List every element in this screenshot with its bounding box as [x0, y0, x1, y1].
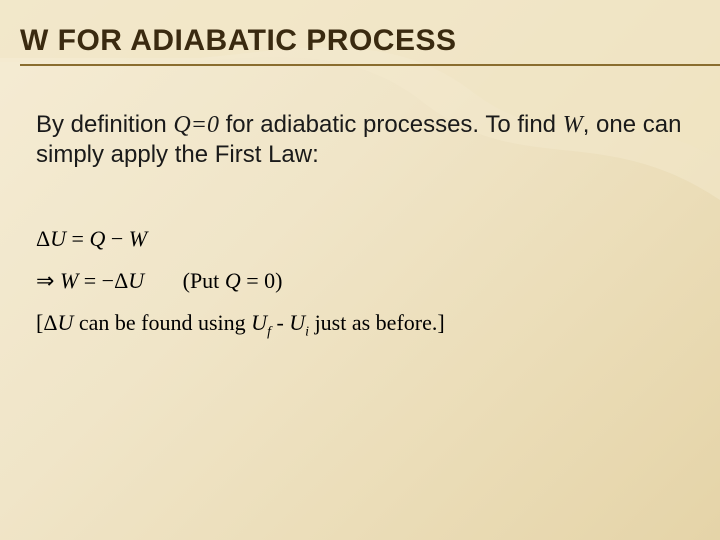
slide-title: W FOR ADIABATIC PROCESS: [20, 24, 720, 64]
equation-block: ΔU = Q − W ⇒ W = −ΔU (Put Q = 0) [ΔU can…: [36, 218, 684, 346]
eq3-close: just as before.]: [309, 310, 445, 335]
eq1-w: W: [129, 226, 147, 251]
para-text-1: By definition: [36, 111, 173, 138]
eq1-eq: =: [66, 226, 89, 251]
eq1-delta: Δ: [36, 226, 50, 251]
eq3-open: [Δ: [36, 310, 57, 335]
eq3-uf: U: [251, 310, 267, 335]
eq1-q: Q: [89, 226, 105, 251]
eq3-u1: U: [57, 310, 73, 335]
intro-paragraph: By definition Q=0 for adiabatic processe…: [36, 110, 684, 170]
equation-line-1: ΔU = Q − W: [36, 218, 684, 260]
title-container: W FOR ADIABATIC PROCESS: [20, 24, 720, 64]
eq2-u: U: [128, 268, 144, 293]
slide: W FOR ADIABATIC PROCESS By definition Q=…: [0, 0, 720, 540]
equation-line-3: [ΔU can be found using Uf - Ui just as b…: [36, 302, 684, 346]
para-q: Q=0: [173, 112, 219, 138]
para-w: W: [563, 112, 583, 138]
eq2-implies: ⇒: [36, 268, 60, 293]
equation-line-2: ⇒ W = −ΔU (Put Q = 0): [36, 260, 684, 302]
para-text-2: for adiabatic processes. To find: [219, 111, 563, 138]
eq2-q: Q: [225, 268, 241, 293]
eq1-minus: −: [105, 226, 128, 251]
eq1-u: U: [50, 226, 66, 251]
eq3-minus: -: [271, 310, 289, 335]
eq2-eq: = −Δ: [78, 268, 128, 293]
title-underline: [20, 64, 720, 66]
slide-body: By definition Q=0 for adiabatic processe…: [36, 110, 684, 346]
eq2-put-close: = 0): [241, 268, 283, 293]
eq3-text1: can be found using: [73, 310, 251, 335]
eq2-put-open: (Put: [144, 268, 225, 293]
eq3-ui: U: [289, 310, 305, 335]
eq2-w: W: [60, 268, 78, 293]
